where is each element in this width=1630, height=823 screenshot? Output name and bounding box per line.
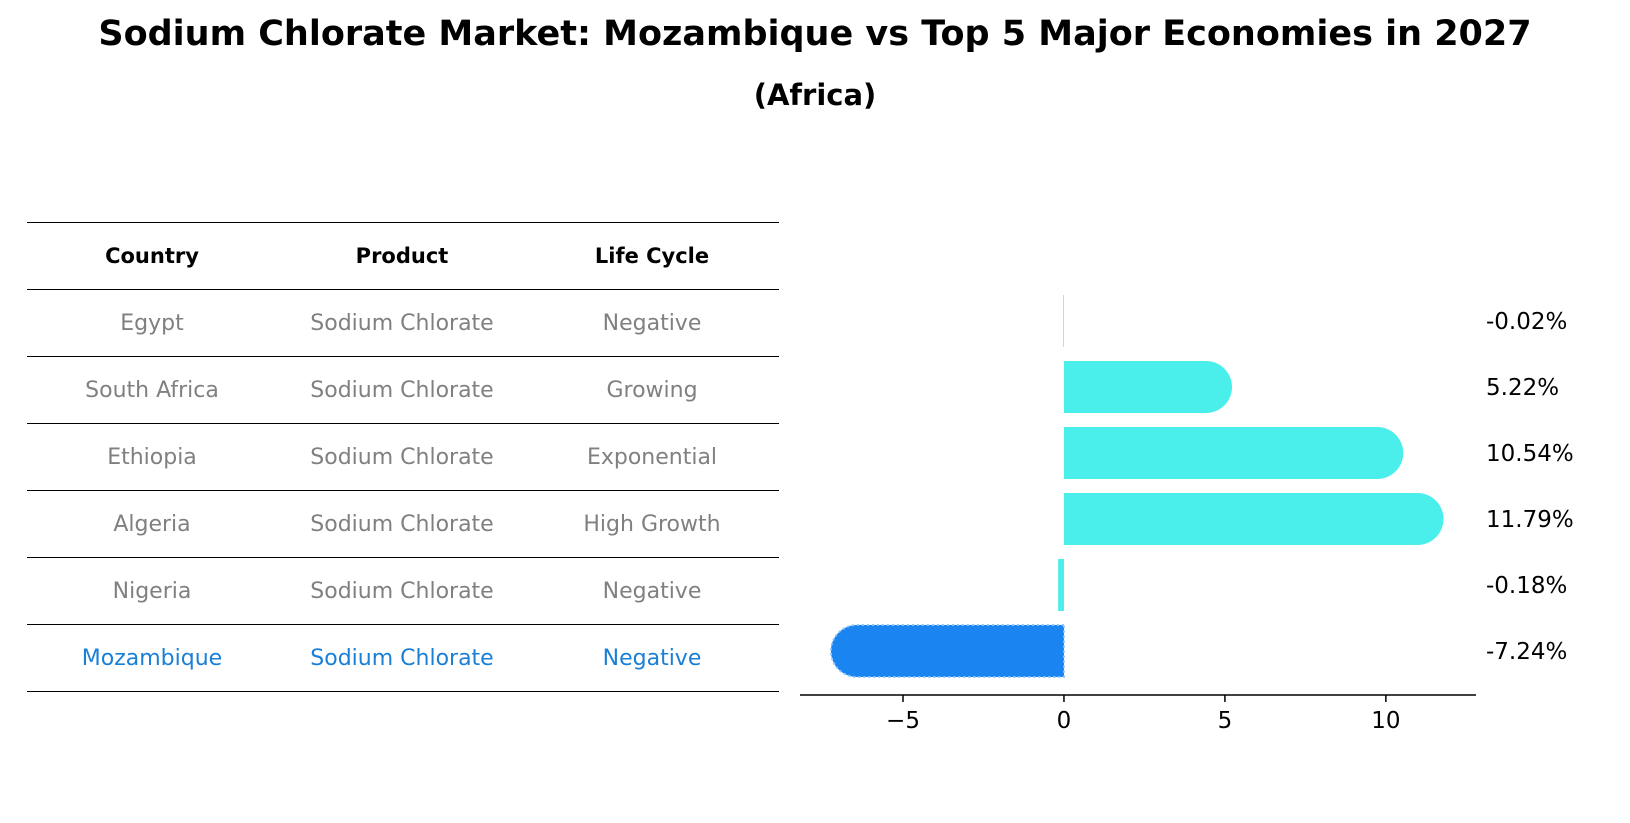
product-cell: Sodium Chlorate	[310, 310, 494, 336]
value-label: 5.22%	[1486, 375, 1559, 401]
x-tick-label: 10	[1371, 708, 1400, 734]
x-tick-label: −5	[886, 708, 920, 734]
life-cycle-cell: Negative	[602, 645, 702, 671]
table-row: Nigeria Sodium Chlorate Negative	[27, 557, 779, 624]
value-label: -0.18%	[1486, 573, 1567, 599]
country-cell: Egypt	[120, 310, 184, 336]
header-life-cycle: Life Cycle	[594, 244, 710, 268]
chart-title: Sodium Chlorate Market: Mozambique vs To…	[98, 14, 1532, 54]
bar-ethiopia	[1063, 427, 1404, 479]
country-cell: Ethiopia	[107, 444, 197, 470]
bar-mozambique	[829, 624, 1065, 678]
life-cycle-cell: Exponential	[586, 444, 718, 470]
product-cell: Sodium Chlorate	[310, 511, 494, 537]
header-country: Country	[105, 244, 199, 268]
country-cell: Nigeria	[112, 578, 192, 604]
life-cycle-cell: Negative	[602, 578, 702, 604]
country-cell: South Africa	[85, 377, 219, 403]
life-cycle-cell: High Growth	[583, 511, 721, 537]
x-tick-label: 5	[1218, 708, 1233, 734]
life-cycle-cell: Growing	[606, 377, 698, 403]
life-cycle-cell: Negative	[602, 310, 702, 336]
value-label: -0.02%	[1486, 309, 1567, 335]
table-row: Egypt Sodium Chlorate Negative	[27, 289, 779, 356]
value-label: 11.79%	[1486, 507, 1574, 533]
bar-south-africa	[1063, 361, 1232, 413]
table-row: Ethiopia Sodium Chlorate Exponential	[27, 423, 779, 490]
country-cell: Algeria	[113, 511, 191, 537]
country-table: Country Product Life Cycle Egypt Sodium …	[27, 222, 779, 692]
x-tick-label: 0	[1057, 708, 1072, 734]
table-row: Algeria Sodium Chlorate High Growth	[27, 490, 779, 557]
bar-nigeria	[1058, 559, 1064, 611]
header-product: Product	[355, 244, 449, 268]
bar-egypt	[1063, 295, 1064, 347]
product-cell: Sodium Chlorate	[310, 578, 494, 604]
value-label: 10.54%	[1486, 441, 1574, 467]
value-label: -7.24%	[1486, 639, 1567, 665]
country-cell: Mozambique	[81, 645, 223, 671]
product-cell: Sodium Chlorate	[310, 645, 494, 671]
table-header-row: Country Product Life Cycle	[27, 222, 779, 289]
table-row: South Africa Sodium Chlorate Growing	[27, 356, 779, 423]
chart-subtitle: (Africa)	[753, 78, 877, 112]
product-cell: Sodium Chlorate	[310, 444, 494, 470]
product-cell: Sodium Chlorate	[310, 377, 494, 403]
bar-algeria	[1063, 493, 1444, 545]
table-row-highlighted: Mozambique Sodium Chlorate Negative	[27, 624, 779, 692]
